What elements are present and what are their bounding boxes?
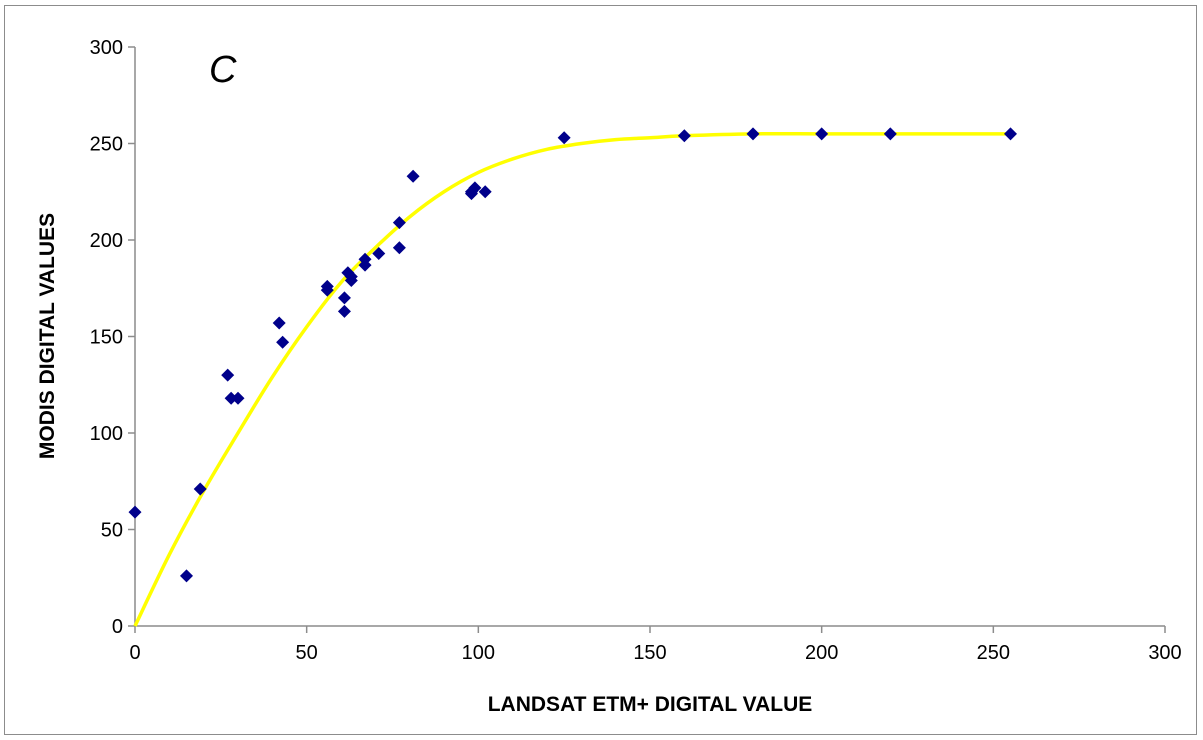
data-point — [272, 316, 286, 330]
y-tick-label: 150 — [90, 327, 123, 349]
y-tick-label: 0 — [112, 616, 123, 638]
y-tick-label: 100 — [90, 423, 123, 445]
data-point — [1004, 127, 1017, 141]
chart-frame: 0 50 100 150 200 250 300 0 50 100 150 200 250 300 C L… — [4, 5, 1197, 735]
scatter-chart: 0 50 100 150 200 250 300 0 50 100 150 200 250 300 C L… — [36, 37, 1182, 716]
y-tick-label: 300 — [90, 37, 123, 59]
y-axis-title: MODIS DIGITAL VALUES — [36, 213, 59, 459]
data-point — [406, 169, 420, 183]
x-tick-label: 100 — [462, 642, 495, 664]
data-point — [320, 283, 334, 297]
data-point — [231, 391, 245, 405]
data-point — [337, 304, 351, 318]
data-point — [344, 274, 358, 288]
data-point — [224, 391, 238, 405]
data-point — [180, 569, 193, 583]
data-point — [221, 368, 235, 382]
fit-curve — [133, 131, 1011, 627]
data-point — [128, 505, 142, 519]
x-tick-label: 300 — [1148, 642, 1181, 664]
x-tick-label: 250 — [977, 642, 1010, 664]
data-point — [392, 216, 406, 230]
data-point — [815, 127, 829, 141]
data-point — [746, 127, 760, 141]
data-points — [128, 127, 1017, 583]
data-point — [372, 247, 386, 261]
axes — [128, 46, 1166, 633]
x-axis-title: LANDSAT ETM+ DIGITAL VALUE — [488, 693, 813, 716]
tick-labels: 0 50 100 150 200 250 300 0 50 100 150 200 250 300 — [90, 37, 1182, 664]
x-tick-label: 200 — [805, 642, 838, 664]
data-point — [468, 181, 482, 195]
data-point — [883, 127, 897, 141]
x-tick-label: 50 — [296, 642, 318, 664]
data-point — [392, 241, 406, 255]
data-point — [358, 258, 372, 272]
data-point — [337, 291, 351, 305]
data-point — [276, 335, 290, 349]
panel-label: C — [209, 49, 237, 91]
y-tick-label: 250 — [90, 134, 123, 156]
data-point — [478, 185, 492, 199]
data-point — [193, 482, 207, 496]
data-point — [677, 129, 691, 143]
x-tick-label: 0 — [129, 642, 140, 664]
y-tick-label: 50 — [101, 520, 123, 542]
y-tick-label: 200 — [90, 230, 123, 252]
fit-curve-group — [133, 131, 1011, 627]
x-tick-label: 150 — [633, 642, 666, 664]
data-point — [557, 131, 571, 145]
